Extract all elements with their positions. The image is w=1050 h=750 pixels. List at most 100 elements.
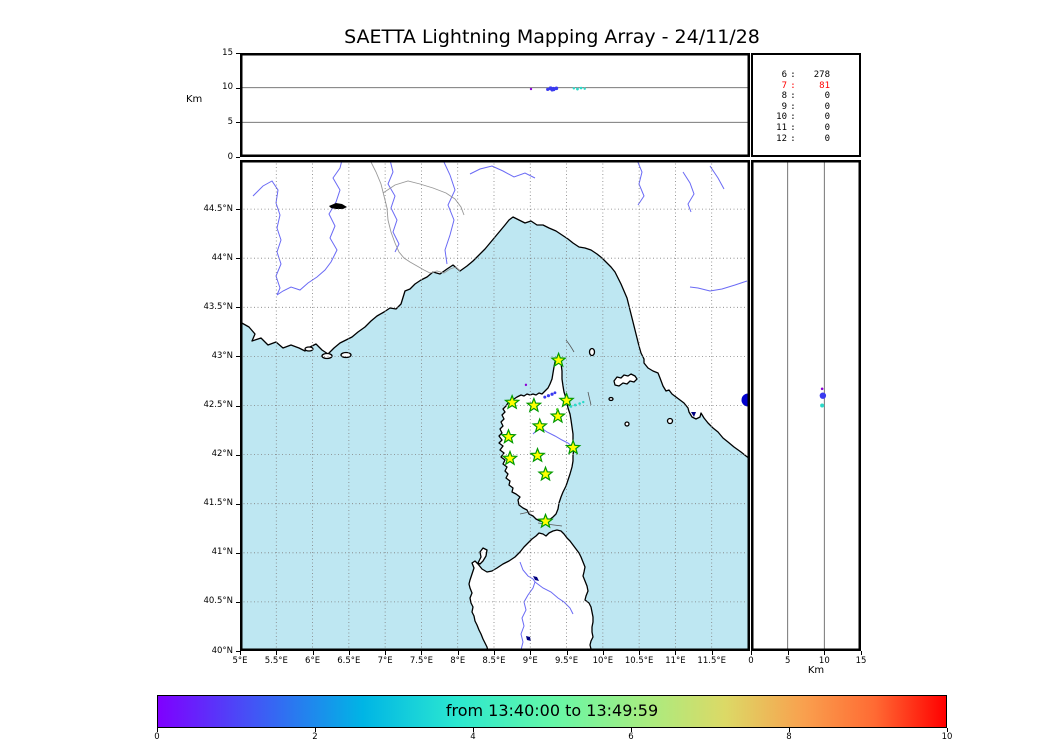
alt-axis-tick-label: 10: [222, 82, 233, 93]
colorbar-tick: [473, 728, 474, 732]
alt-lon-background: [240, 53, 750, 157]
lat-tick-label: 42°N: [211, 449, 233, 460]
station-star-marker: [537, 465, 554, 482]
montecristo-island: [624, 421, 630, 427]
lat-tick: [236, 552, 240, 554]
colorbar-tick: [315, 728, 316, 732]
alt-lat-x-axis-unit: Km: [807, 665, 825, 676]
counts-row-colon: :: [790, 133, 796, 144]
asinara-island: [477, 547, 488, 565]
alt-lat-tick: [751, 651, 752, 655]
lightning-point: [583, 87, 586, 90]
lat-tick-label: 40°N: [211, 645, 233, 656]
lon-tick: [639, 651, 641, 655]
orbetello-lagoon: [691, 412, 696, 417]
counts-row-value: 0: [824, 133, 830, 144]
alt-axis-tick: [236, 157, 240, 158]
counts-row-label: 10: [776, 112, 787, 123]
lat-tick: [236, 258, 240, 260]
lon-tick-label: 11°E: [665, 656, 686, 666]
lightning-point: [550, 392, 554, 396]
lightning-point: [546, 394, 551, 398]
giglio-island: [666, 417, 674, 425]
lightning-point: [572, 87, 576, 90]
colorbar-tick: [157, 728, 158, 732]
lon-tick: [493, 651, 495, 655]
lightning-point: [820, 387, 824, 391]
lightning-point: [573, 403, 577, 407]
rivers: [252, 160, 748, 651]
counts-row: 10: 0: [753, 112, 859, 123]
lightning-point: [554, 86, 559, 91]
alt-axis-tick-label: 5: [227, 116, 233, 127]
counts-row-value: 278: [813, 70, 830, 80]
lat-tick-label: 40.5°N: [203, 596, 233, 607]
counts-row-value: 0: [824, 91, 830, 102]
counts-row-highlighted: 7: 81: [753, 81, 859, 92]
counts-row-value: 81: [819, 80, 830, 91]
counts-row-label: 9: [781, 101, 787, 112]
lat-tick: [236, 356, 240, 358]
counts-row: 9: 0: [753, 102, 859, 113]
station-star-marker: [564, 439, 582, 455]
figure-title: SAETTA Lightning Mapping Array - 24/11/2…: [344, 26, 760, 48]
lon-tick-label: 5°E: [232, 656, 248, 666]
station-star-marker: [503, 393, 521, 410]
lat-tick-label: 44.5°N: [203, 203, 233, 214]
station-star-marker: [549, 407, 567, 424]
lon-tick: [276, 651, 278, 655]
lon-tick-label: 6.5°E: [337, 656, 361, 666]
alt-lat-tick: [824, 651, 826, 655]
lon-tick-label: 6°E: [305, 656, 321, 666]
alt-lat-background: [751, 160, 861, 651]
station-star-marker: [525, 396, 543, 413]
station-star-marker: [537, 512, 554, 529]
counts-row: 8: 0: [753, 91, 859, 102]
counts-row-colon: :: [790, 101, 796, 112]
lightning-point: [820, 403, 825, 408]
lightning-point: [576, 87, 579, 91]
alt-vs-latitude-panel: [751, 160, 861, 651]
colorbar-tick-label: 0: [154, 732, 160, 742]
sardinia-lake: [533, 576, 539, 581]
lon-tick: [566, 651, 568, 655]
lat-tick: [236, 651, 240, 652]
station-star-marker: [550, 351, 567, 368]
counts-row-colon: :: [790, 122, 796, 133]
counts-row-label: 8: [781, 91, 787, 102]
lightning-point: [819, 392, 827, 399]
hyeres-island: [321, 352, 333, 360]
alt-lat-lightning-points: [819, 387, 827, 408]
lightning-point: [529, 87, 533, 91]
lon-tick: [711, 651, 713, 655]
lon-tick-label: 9°E: [522, 656, 538, 666]
station-star-marker: [558, 391, 575, 408]
country-borders: [369, 160, 465, 274]
lon-tick: [312, 651, 314, 655]
time-colorbar: [157, 695, 947, 728]
colorbar-tick-label: 8: [786, 732, 792, 742]
alt-lat-gridlines: [787, 160, 825, 651]
lon-tick-label: 7.5°E: [409, 656, 433, 666]
map-panel: [240, 160, 750, 651]
colorbar-tick: [789, 728, 790, 732]
lightning-point: [582, 400, 585, 404]
lat-tick-label: 41.5°N: [203, 498, 233, 509]
colorbar-tick-label: 6: [628, 732, 634, 742]
alt-axis-tick-label: 15: [222, 47, 233, 58]
lon-tick: [602, 651, 604, 655]
counts-row-label: 6: [781, 70, 787, 80]
alt-axis-tick: [236, 87, 240, 89]
alt-vs-longitude-panel: [240, 53, 750, 157]
alt-lon-gridlines: [240, 87, 750, 123]
alt-lon-lightning-points: [529, 86, 586, 92]
counts-row-label: 11: [776, 122, 787, 133]
lon-tick: [385, 651, 387, 655]
lat-tick: [236, 405, 240, 407]
station-star-marker: [500, 428, 517, 444]
lightning-point: [578, 402, 581, 405]
lightning-point: [553, 391, 557, 395]
lon-tick: [421, 651, 423, 655]
elba-island: [613, 373, 638, 387]
